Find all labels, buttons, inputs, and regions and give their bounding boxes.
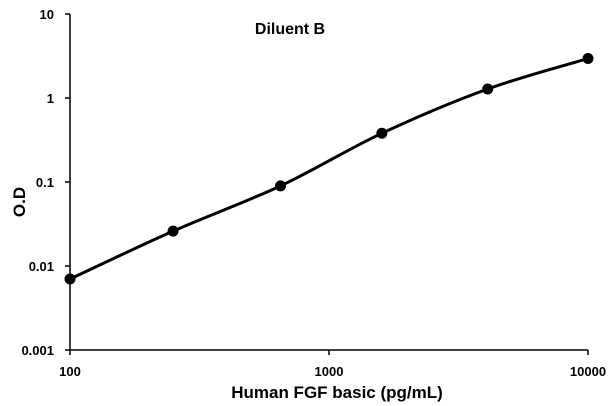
data-point	[64, 273, 76, 285]
data-point	[167, 225, 179, 237]
data-point	[482, 83, 494, 95]
chart-title: Diluent B	[255, 21, 325, 38]
x-tick-label: 10000	[570, 364, 606, 379]
y-tick-label: 0.001	[21, 343, 54, 358]
y-axis-label: O.D	[10, 187, 29, 217]
y-tick-label: 10	[40, 7, 54, 22]
x-axis-label: Human FGF basic (pg/mL)	[231, 383, 443, 402]
y-ticks: 0.001 0.01 0.1 1 10	[21, 7, 70, 358]
series-layer	[64, 53, 594, 285]
axes	[69, 14, 588, 351]
x-ticks: 100 1000 10000	[59, 350, 606, 379]
data-point	[582, 53, 594, 65]
y-tick-label: 0.01	[29, 259, 54, 274]
data-point	[275, 180, 287, 192]
series-line	[69, 57, 589, 281]
y-tick-label: 1	[47, 91, 54, 106]
x-tick-label: 100	[59, 364, 81, 379]
x-tick-label: 1000	[315, 364, 344, 379]
data-point	[376, 127, 388, 139]
y-tick-label: 0.1	[36, 175, 54, 190]
